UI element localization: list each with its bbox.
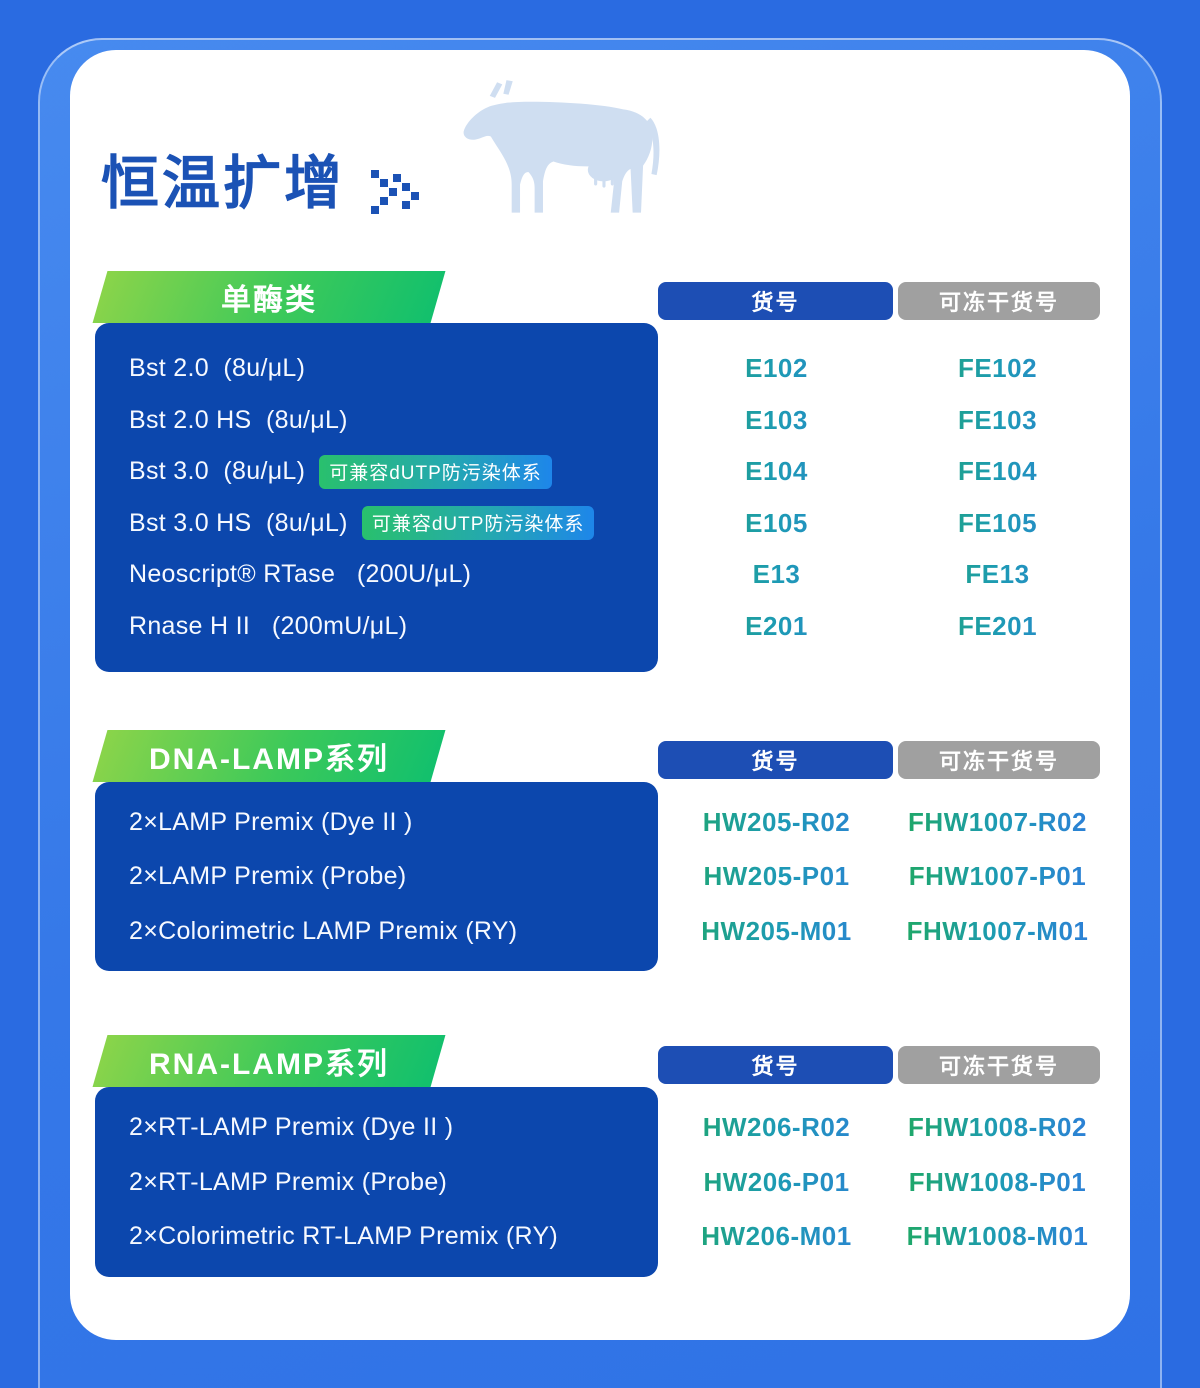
catalog-number: E13: [658, 559, 895, 590]
lyophilized-catalog-number: FE105: [895, 508, 1100, 539]
section-dna-lamp: DNA-LAMP系列 货号 可冻干货号 2×LAMP Premix (Dye I…: [92, 729, 1105, 972]
section-header: DNA-LAMP系列 货号 可冻干货号: [92, 729, 1105, 782]
catalog-number: HW206-M01: [658, 1221, 895, 1252]
product-tables: 单酶类 货号 可冻干货号 Bst 2.0 (8u/μL) E102 FE102 …: [92, 270, 1105, 1277]
page-title: 恒温扩增: [101, 151, 346, 216]
dutp-compat-badge: 可兼容dUTP防污染体系: [361, 506, 595, 541]
product-name: 2×LAMP Premix (Probe): [129, 862, 407, 891]
lyophilized-catalog-number: FE103: [895, 405, 1100, 436]
section-single-enzymes: 单酶类 货号 可冻干货号 Bst 2.0 (8u/μL) E102 FE102 …: [92, 270, 1105, 672]
cow-silhouette-icon: [463, 80, 660, 213]
product-name: Neoscript® RTase (200U/μL): [129, 560, 472, 589]
table-row: Bst 2.0 (8u/μL) E102 FE102: [95, 343, 1105, 395]
lyophilized-catalog-number: FE13: [895, 559, 1100, 590]
lyophilized-catalog-number: FE104: [895, 456, 1100, 487]
catalog-number: E102: [658, 353, 895, 384]
section-title: RNA-LAMP系列: [149, 1048, 389, 1082]
lyophilized-catalog-number: FHW1007-M01: [895, 916, 1100, 947]
page-header: 恒温扩增: [101, 151, 1105, 216]
product-name: Bst 3.0 (8u/μL) 可兼容dUTP防污染体系: [95, 454, 658, 489]
product-name: 2×Colorimetric LAMP Premix (RY): [129, 916, 518, 945]
content-card: 恒温扩增 单酶类 货号 可冻干货号 Bst 2.0 (8u/μL) E102 F…: [70, 50, 1130, 1340]
table-row: Bst 3.0 (8u/μL) 可兼容dUTP防污染体系 E104 FE104: [95, 446, 1105, 498]
section-title: DNA-LAMP系列: [149, 742, 389, 776]
section-header: RNA-LAMP系列 货号 可冻干货号: [92, 1035, 1105, 1088]
catalog-number: HW206-R02: [658, 1112, 895, 1143]
table-row: 2×RT-LAMP Premix (Dye II ) HW206-R02 FHW…: [95, 1100, 1105, 1155]
product-name: 2×Colorimetric RT-LAMP Premix (RY): [129, 1222, 559, 1251]
product-name: Bst 2.0 (8u/μL): [129, 354, 306, 383]
table-row: Bst 3.0 HS (8u/μL) 可兼容dUTP防污染体系 E105 FE10…: [95, 497, 1105, 549]
product-name: 2×LAMP Premix (Dye II ): [129, 807, 413, 836]
section-table: 2×RT-LAMP Premix (Dye II ) HW206-R02 FHW…: [95, 1087, 1105, 1277]
table-row: 2×RT-LAMP Premix (Probe) HW206-P01 FHW10…: [95, 1155, 1105, 1210]
section-table: Bst 2.0 (8u/μL) E102 FE102 Bst 2.0 HS (8…: [95, 322, 1105, 672]
section-title-badge: DNA-LAMP系列: [92, 729, 446, 782]
section-title-badge: 单酶类: [92, 270, 446, 323]
lyophilized-catalog-number: FHW1008-R02: [895, 1112, 1100, 1143]
section-header: 单酶类 货号 可冻干货号: [92, 270, 1105, 323]
catalog-number: E201: [658, 611, 895, 642]
section-rna-lamp: RNA-LAMP系列 货号 可冻干货号 2×RT-LAMP Premix (Dy…: [92, 1035, 1105, 1277]
catalog-number: HW205-R02: [658, 807, 895, 838]
catalog-number: E103: [658, 405, 895, 436]
section-table: 2×LAMP Premix (Dye II ) HW205-R02 FHW100…: [95, 781, 1105, 972]
product-name: Bst 3.0 HS (8u/μL) 可兼容dUTP防污染体系: [95, 506, 658, 541]
table-row: Rnase H II (200mU/μL) E201 FE201: [95, 600, 1105, 652]
lyophilized-catalog-number: FE102: [895, 353, 1100, 384]
lyophilized-catalog-number: FHW1007-R02: [895, 807, 1100, 838]
column-header-lyophilized: 可冻干货号: [898, 281, 1100, 320]
double-chevron-right-icon: [371, 170, 441, 212]
product-name: 2×RT-LAMP Premix (Probe): [129, 1167, 448, 1196]
table-row: 2×LAMP Premix (Probe) HW205-P01 FHW1007-…: [95, 849, 1105, 904]
lyophilized-catalog-number: FHW1008-M01: [895, 1221, 1100, 1252]
table-row: 2×Colorimetric RT-LAMP Premix (RY) HW206…: [95, 1209, 1105, 1264]
dutp-compat-badge: 可兼容dUTP防污染体系: [319, 454, 552, 489]
column-header-catalog: 货号: [658, 281, 893, 320]
lyophilized-catalog-number: FHW1008-P01: [895, 1167, 1100, 1198]
table-row: 2×LAMP Premix (Dye II ) HW205-R02 FHW100…: [95, 795, 1105, 850]
table-panel: [95, 322, 658, 672]
catalog-number: HW205-M01: [658, 916, 895, 947]
table-panel: [95, 1087, 658, 1277]
section-title-badge: RNA-LAMP系列: [92, 1035, 446, 1088]
table-row: Bst 2.0 HS (8u/μL) E103 FE103: [95, 394, 1105, 446]
lyophilized-catalog-number: FE201: [895, 611, 1100, 642]
lyophilized-catalog-number: FHW1007-P01: [895, 861, 1100, 892]
product-name: Rnase H II (200mU/μL): [129, 611, 408, 640]
table-panel: [95, 781, 658, 972]
column-header-catalog: 货号: [658, 740, 893, 779]
catalog-number: E104: [658, 456, 895, 487]
table-row: 2×Colorimetric LAMP Premix (RY) HW205-M0…: [95, 904, 1105, 959]
column-header-lyophilized: 可冻干货号: [898, 1046, 1100, 1085]
catalog-number: HW206-P01: [658, 1167, 895, 1198]
catalog-number: E105: [658, 508, 895, 539]
product-name: Bst 2.0 HS (8u/μL): [129, 405, 348, 434]
table-row: Neoscript® RTase (200U/μL) E13 FE13: [95, 549, 1105, 601]
section-title: 单酶类: [221, 283, 317, 317]
catalog-number: HW205-P01: [658, 861, 895, 892]
product-name: 2×RT-LAMP Premix (Dye II ): [129, 1113, 454, 1142]
column-header-catalog: 货号: [658, 1046, 893, 1085]
column-header-lyophilized: 可冻干货号: [898, 740, 1100, 779]
